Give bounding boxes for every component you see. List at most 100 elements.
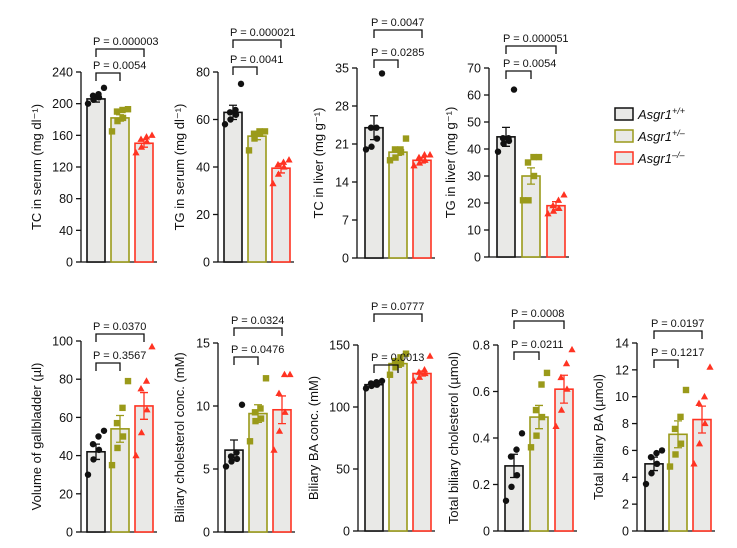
data-point	[420, 151, 429, 158]
y-tick-label: 200	[52, 97, 73, 111]
data-point	[232, 106, 239, 114]
legend-swatch	[614, 151, 634, 165]
data-point	[252, 417, 259, 425]
p-value-label: P = 0.0370	[93, 321, 146, 333]
data-point	[530, 153, 537, 161]
data-point	[89, 92, 97, 99]
significance-bracket	[373, 59, 399, 68]
y-tick-label: 10	[196, 400, 210, 414]
p-value-label: P = 0.000003	[93, 36, 159, 48]
data-point	[507, 453, 515, 460]
data-point	[113, 108, 121, 115]
data-point	[221, 121, 229, 128]
significance-bracket	[232, 39, 282, 48]
data-point	[695, 399, 703, 407]
data-point	[270, 446, 278, 453]
data-point	[142, 133, 151, 140]
data-point	[132, 148, 140, 156]
data-point	[562, 359, 571, 367]
bar-2	[110, 117, 130, 263]
error-bar	[698, 405, 706, 434]
data-point	[672, 451, 679, 458]
data-point	[391, 146, 399, 153]
data-point	[525, 197, 532, 204]
data-point	[700, 392, 709, 400]
y-tick-label: 0	[66, 526, 73, 540]
data-point	[280, 370, 289, 378]
y-tick-label: 14	[615, 337, 629, 351]
chart-panel-9: 0 2 4 6 8 10 12 14 Total biliary BA (µmol) P = 0.…	[591, 318, 715, 539]
legend-label: Asgr1+/–	[637, 128, 686, 144]
data-point	[386, 157, 394, 164]
data-point	[279, 158, 288, 165]
data-point	[148, 342, 156, 350]
data-point	[533, 432, 540, 439]
data-point	[373, 379, 380, 386]
bar-3	[272, 408, 292, 533]
y-tick-label: 80	[59, 192, 73, 206]
data-point	[527, 444, 535, 451]
data-point	[84, 100, 92, 107]
chart-panel-8: 0 0.2 0.4 0.6 0.8 Total biliary cholesterol (…	[446, 308, 577, 539]
y-axis-label: TG in liver (mg g⁻¹)	[443, 107, 458, 219]
data-point	[226, 109, 234, 116]
data-point	[373, 135, 381, 142]
data-point	[513, 472, 521, 479]
data-point	[119, 114, 127, 122]
data-point	[100, 84, 108, 92]
significance-bracket	[513, 320, 565, 329]
y-tick-label: 20	[59, 487, 73, 501]
data-point	[137, 143, 146, 150]
data-point	[285, 156, 293, 163]
bar-2	[248, 412, 268, 533]
chart-panel-5: 0 20 40 60 80 100 Volume of gallbladder (µl) P …	[29, 321, 157, 540]
data-point	[513, 446, 520, 453]
data-point	[245, 147, 253, 154]
data-point	[367, 124, 375, 131]
legend-gene: Asgr1	[637, 129, 672, 144]
data-point	[100, 427, 108, 434]
data-point	[227, 116, 234, 123]
y-tick-label: 70	[467, 62, 481, 76]
data-point	[368, 143, 375, 150]
y-tick-label: 40	[196, 161, 210, 175]
data-point	[415, 159, 424, 166]
y-tick-label: 14	[335, 176, 349, 190]
data-point	[113, 419, 121, 427]
y-tick-label: 0	[342, 252, 349, 266]
data-point	[281, 408, 289, 415]
bar-2	[247, 135, 267, 263]
data-point	[557, 373, 565, 381]
data-point	[647, 453, 655, 461]
p-value-label: P = 0.3567	[93, 350, 146, 362]
data-point	[415, 368, 423, 375]
data-point	[677, 440, 685, 447]
y-tick-label: 0	[343, 525, 350, 539]
chart-panel-3: 0 7 14 21 28 35 TC in liver (mg g⁻¹) P = 0.0285…	[311, 17, 435, 266]
data-point	[555, 204, 563, 211]
data-point	[95, 433, 102, 440]
data-point	[549, 207, 558, 214]
p-value-label: P = 0.0054	[93, 60, 146, 72]
data-point	[228, 458, 235, 465]
y-axis-label: Total biliary cholesterol (µmol)	[446, 352, 461, 524]
legend-label: Asgr1–/–	[637, 150, 685, 166]
legend-genotype: +/–	[672, 128, 686, 138]
y-tick-label: 35	[335, 62, 349, 76]
y-tick-label: 0	[203, 256, 210, 270]
y-tick-label: 4	[622, 471, 629, 485]
bar-3	[412, 372, 432, 532]
data-point	[519, 197, 527, 204]
data-point	[658, 447, 666, 454]
legend: Asgr1+/+Asgr1+/–Asgr1–/–	[614, 106, 686, 166]
data-point	[392, 154, 399, 161]
data-point	[386, 371, 394, 378]
data-point	[124, 106, 132, 113]
y-tick-label: 20	[196, 208, 210, 222]
data-point	[706, 363, 714, 370]
data-point	[402, 135, 410, 142]
data-point	[671, 425, 679, 433]
y-tick-label: 2	[622, 498, 629, 512]
data-point	[286, 370, 294, 378]
